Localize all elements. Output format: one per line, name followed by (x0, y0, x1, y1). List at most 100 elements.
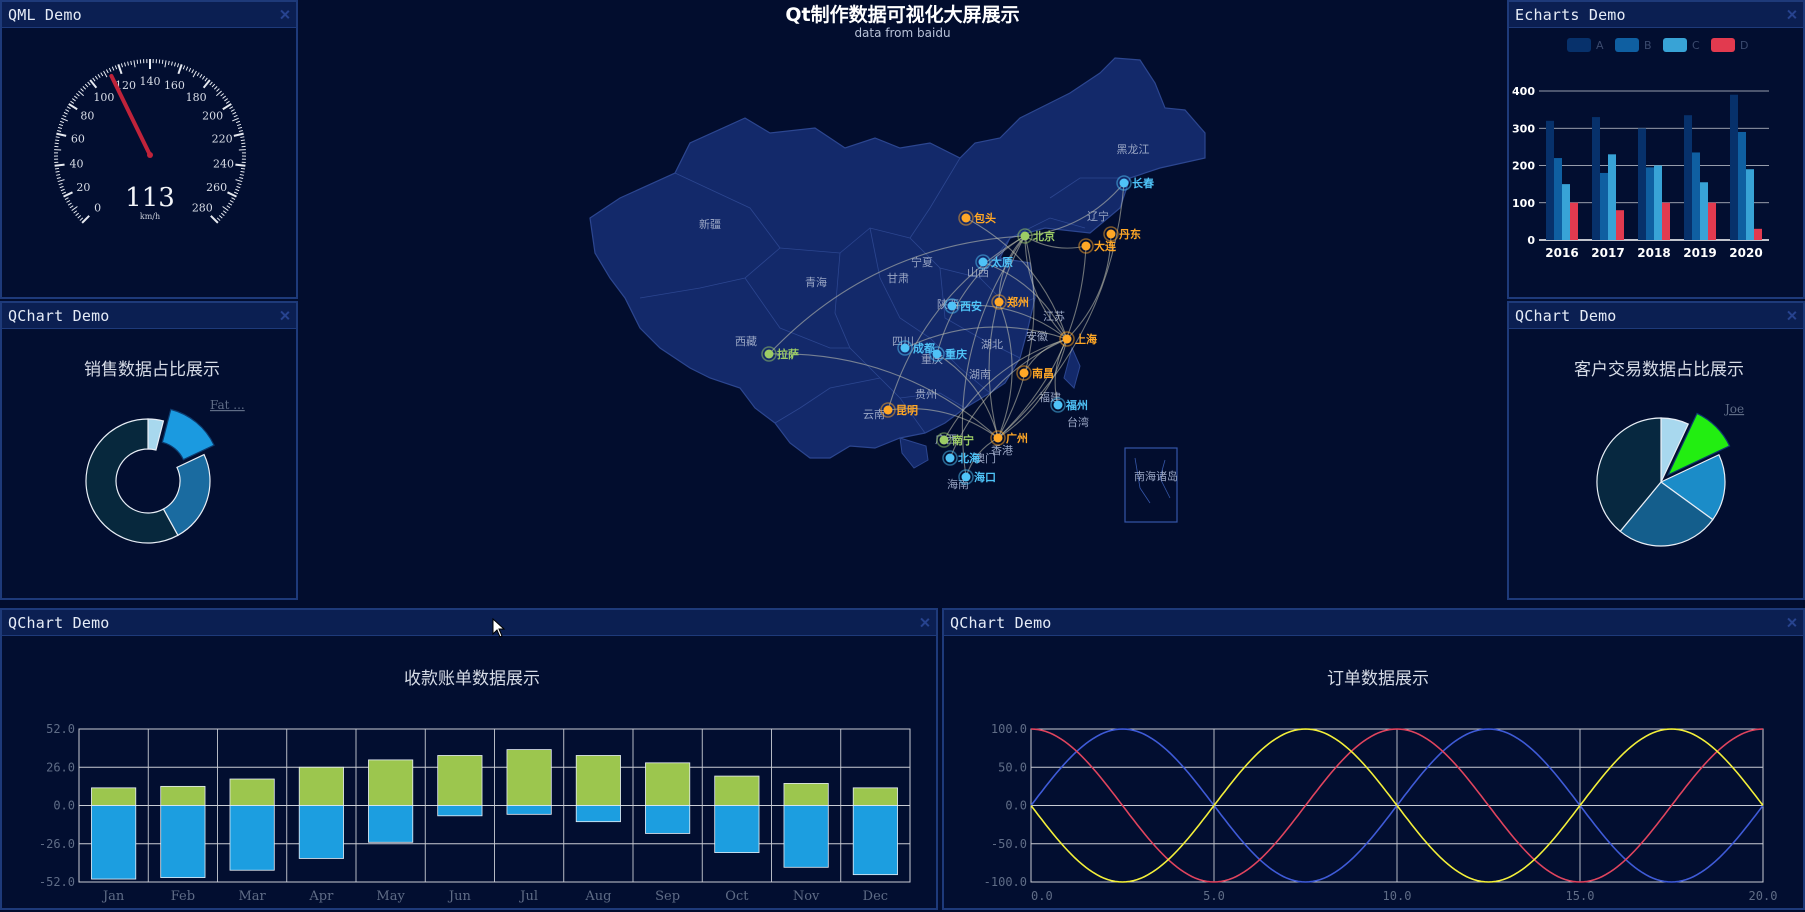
city-marker[interactable] (1054, 401, 1063, 410)
echart-bar-2020-c[interactable] (1746, 169, 1754, 240)
pie-legend-label[interactable]: Joe (1723, 402, 1744, 416)
bar-chart-panel-close-icon[interactable] (919, 617, 930, 628)
city-marker[interactable] (979, 258, 988, 267)
bar-positive-apr[interactable] (299, 767, 343, 805)
legend-label-d[interactable]: D (1740, 39, 1748, 52)
gauge-tick (59, 183, 63, 184)
legend-swatch-c[interactable] (1663, 38, 1687, 52)
city-marker[interactable] (1107, 230, 1116, 239)
echart-bar-2018-b[interactable] (1646, 167, 1654, 240)
bar-negative-mar[interactable] (230, 806, 274, 871)
echart-bar-2018-a[interactable] (1638, 128, 1646, 240)
bar-positive-oct[interactable] (715, 776, 759, 805)
pie-panel-close-icon[interactable] (1786, 310, 1797, 321)
bar-negative-aug[interactable] (576, 806, 620, 822)
bar-positive-aug[interactable] (576, 755, 620, 805)
echart-bar-2020-d[interactable] (1754, 229, 1762, 240)
bar-negative-oct[interactable] (715, 806, 759, 853)
gauge-tick (236, 186, 240, 187)
pie-chart[interactable]: 客户交易数据占比展示 Joe (1509, 329, 1803, 598)
bar-positive-jan[interactable] (91, 788, 135, 806)
bar-positive-may[interactable] (368, 760, 412, 806)
province-label: 西藏 (735, 335, 757, 348)
city-marker[interactable] (948, 302, 957, 311)
bar-negative-feb[interactable] (161, 806, 205, 878)
bar-negative-may[interactable] (368, 806, 412, 843)
city-marker[interactable] (884, 406, 893, 415)
legend-label-c[interactable]: C (1692, 39, 1700, 52)
gauge-tick (237, 124, 241, 125)
echart-bar-2019-c[interactable] (1700, 182, 1708, 240)
echart-bar-2019-d[interactable] (1708, 203, 1716, 240)
city-marker[interactable] (962, 214, 971, 223)
city-marker[interactable] (1063, 335, 1072, 344)
city-marker[interactable] (995, 298, 1004, 307)
bar-negative-dec[interactable] (853, 806, 897, 875)
echart-bar-2018-c[interactable] (1654, 166, 1662, 241)
echart-bar-2019-b[interactable] (1692, 152, 1700, 240)
echart-bar-2020-a[interactable] (1730, 95, 1738, 240)
echart-bar-2017-a[interactable] (1592, 117, 1600, 240)
legend-label-b[interactable]: B (1644, 39, 1652, 52)
bar-negative-sep[interactable] (645, 806, 689, 834)
city-marker[interactable] (946, 454, 955, 463)
donut-slice-0[interactable] (148, 419, 163, 450)
echart-bar-2017-c[interactable] (1608, 154, 1616, 240)
donut-legend-label[interactable]: Fat ... (210, 398, 245, 412)
echart-bar-2019-a[interactable] (1684, 115, 1692, 240)
city-label: 包头 (973, 211, 996, 225)
legend-swatch-a[interactable] (1567, 38, 1591, 52)
bar-negative-jan[interactable] (91, 806, 135, 880)
echart-bar-2017-b[interactable] (1600, 173, 1608, 240)
donut-chart[interactable]: 销售数据占比展示 Fat ... (2, 329, 296, 598)
echarts-panel-close-icon[interactable] (1786, 9, 1797, 20)
city-marker[interactable] (940, 436, 949, 445)
city-marker[interactable] (1120, 179, 1129, 188)
city-marker[interactable] (994, 434, 1003, 443)
pie-panel-header: QChart Demo (1509, 303, 1803, 329)
donut-slice-1[interactable] (162, 409, 214, 459)
city-marker[interactable] (901, 344, 910, 353)
bar-positive-dec[interactable] (853, 788, 897, 806)
legend-swatch-d[interactable] (1711, 38, 1735, 52)
line-chart-panel-close-icon[interactable] (1786, 617, 1797, 628)
legend-label-a[interactable]: A (1596, 39, 1604, 52)
city-marker[interactable] (1082, 242, 1091, 251)
echart-legend[interactable]: A B C D (1567, 38, 1748, 52)
bar-negative-jul[interactable] (507, 806, 551, 815)
bar-positive-nov[interactable] (784, 783, 828, 805)
gauge-tick (60, 186, 64, 187)
bar-positive-mar[interactable] (230, 779, 274, 805)
donut-panel-close-icon[interactable] (279, 310, 290, 321)
echart-bar-2016-d[interactable] (1570, 203, 1578, 240)
city-marker[interactable] (1020, 369, 1029, 378)
gauge-panel-close-icon[interactable] (279, 9, 290, 20)
bar-x-tick: Apr (308, 889, 334, 904)
echart-bar-2016-a[interactable] (1546, 121, 1554, 240)
echart-bar-2016-c[interactable] (1562, 184, 1570, 240)
echart-bar-2020-b[interactable] (1738, 132, 1746, 240)
city-marker[interactable] (933, 350, 942, 359)
city-marker[interactable] (1021, 232, 1030, 241)
bar-positive-jun[interactable] (438, 755, 482, 805)
echart-bar-2016-b[interactable] (1554, 158, 1562, 240)
gauge-tick (121, 63, 122, 67)
bar-positive-sep[interactable] (645, 763, 689, 806)
city-marker[interactable] (962, 473, 971, 482)
bar-negative-jun[interactable] (438, 806, 482, 816)
bar-negative-nov[interactable] (784, 806, 828, 868)
echart-bar-2017-d[interactable] (1616, 210, 1624, 240)
echart-y-tick: 0 (1527, 234, 1535, 247)
china-map[interactable]: 黑龙江辽宁新疆宁夏青海甘肃山西西藏陕西湖北安徽江苏四川重庆湖南贵州福建云南广西台… (580, 48, 1230, 548)
bar-negative-apr[interactable] (299, 806, 343, 859)
bar-positive-feb[interactable] (161, 786, 205, 805)
gauge-tick (56, 134, 66, 136)
legend-swatch-b[interactable] (1615, 38, 1639, 52)
gauge-tick (226, 101, 229, 103)
bar-positive-jul[interactable] (507, 750, 551, 806)
city-marker[interactable] (765, 350, 774, 359)
echart-bar-2018-d[interactable] (1662, 203, 1670, 240)
